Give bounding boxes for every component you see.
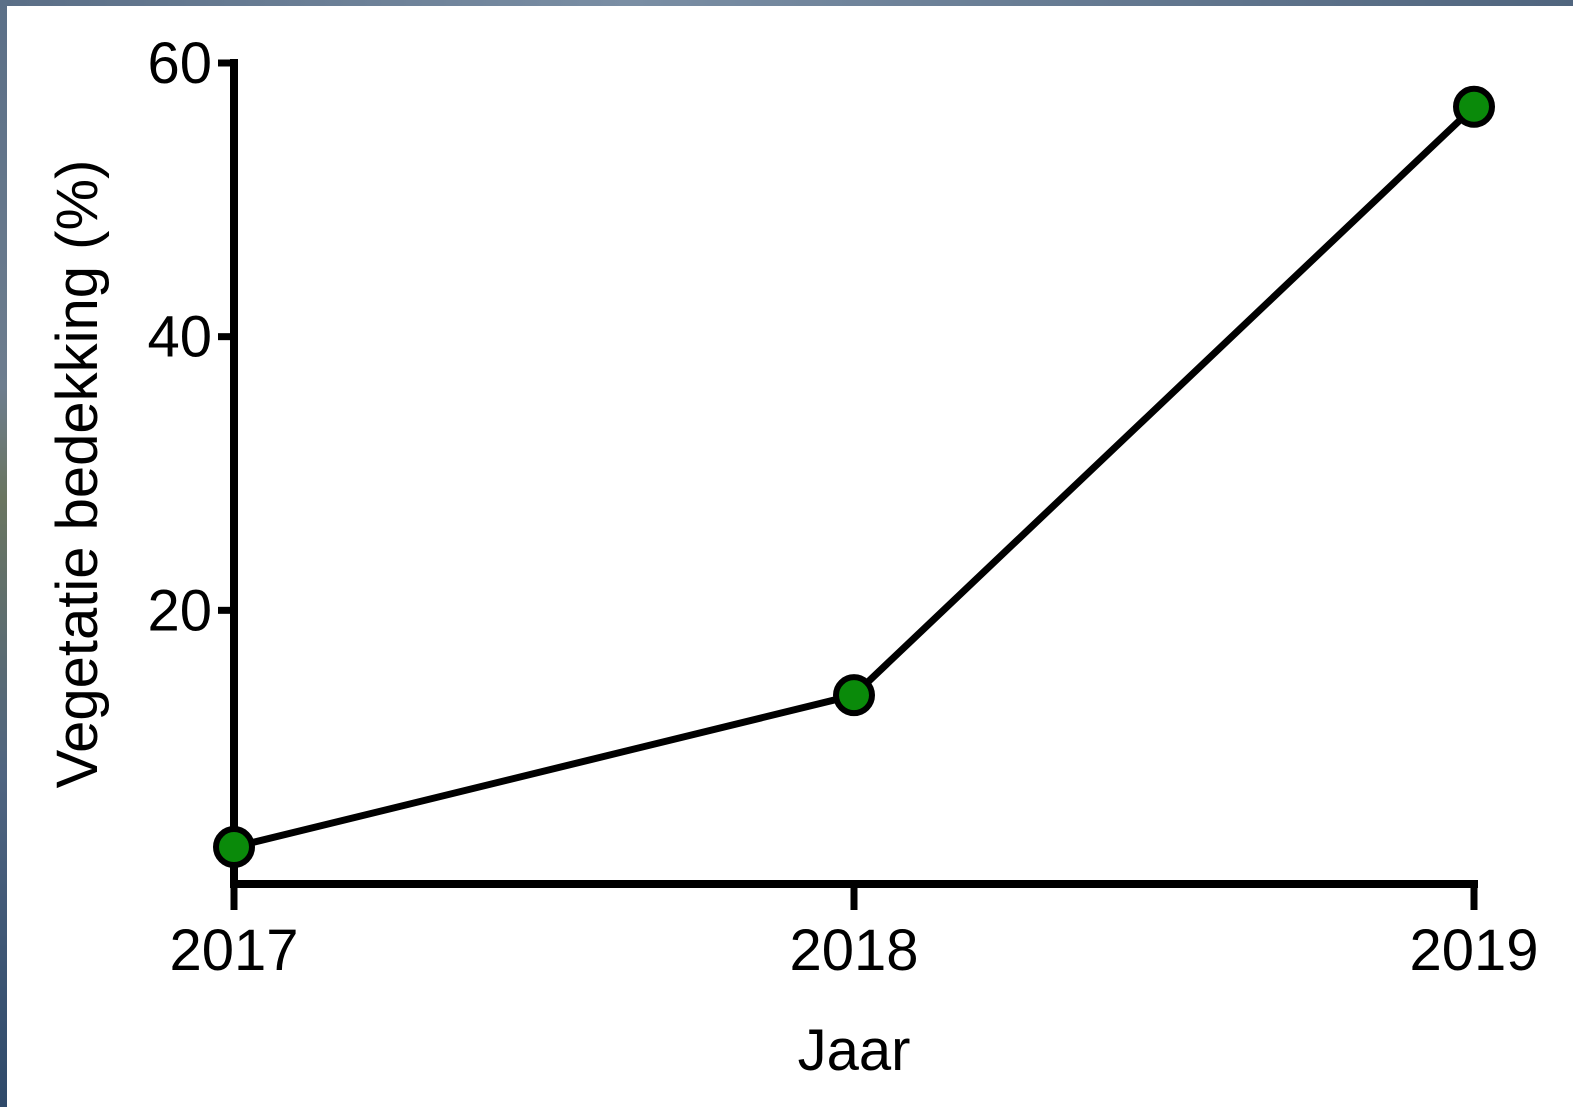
y-axis-title: Vegetatie bedekking (%)	[45, 160, 110, 789]
data-point-marker	[213, 826, 255, 869]
x-tick-label: 2019	[1409, 918, 1538, 983]
data-point-marker	[833, 674, 875, 717]
y-tick-label: 20	[147, 578, 212, 643]
x-tick-label: 2017	[169, 918, 298, 983]
y-tick-label: 60	[147, 31, 212, 96]
data-point-marker	[1453, 85, 1495, 128]
series-group	[213, 85, 1495, 869]
y-ticks: 20 40 60	[147, 31, 234, 643]
axes	[230, 59, 1478, 888]
series-line	[233, 104, 1477, 851]
x-axis-title: Jaar	[798, 1018, 911, 1083]
x-tick-label: 2018	[789, 918, 918, 983]
y-tick-label: 40	[147, 305, 212, 370]
frame-edge-top	[0, 0, 1573, 6]
frame-edge-left	[0, 0, 7, 1107]
x-ticks: 2017 2018 2019	[169, 884, 1539, 983]
